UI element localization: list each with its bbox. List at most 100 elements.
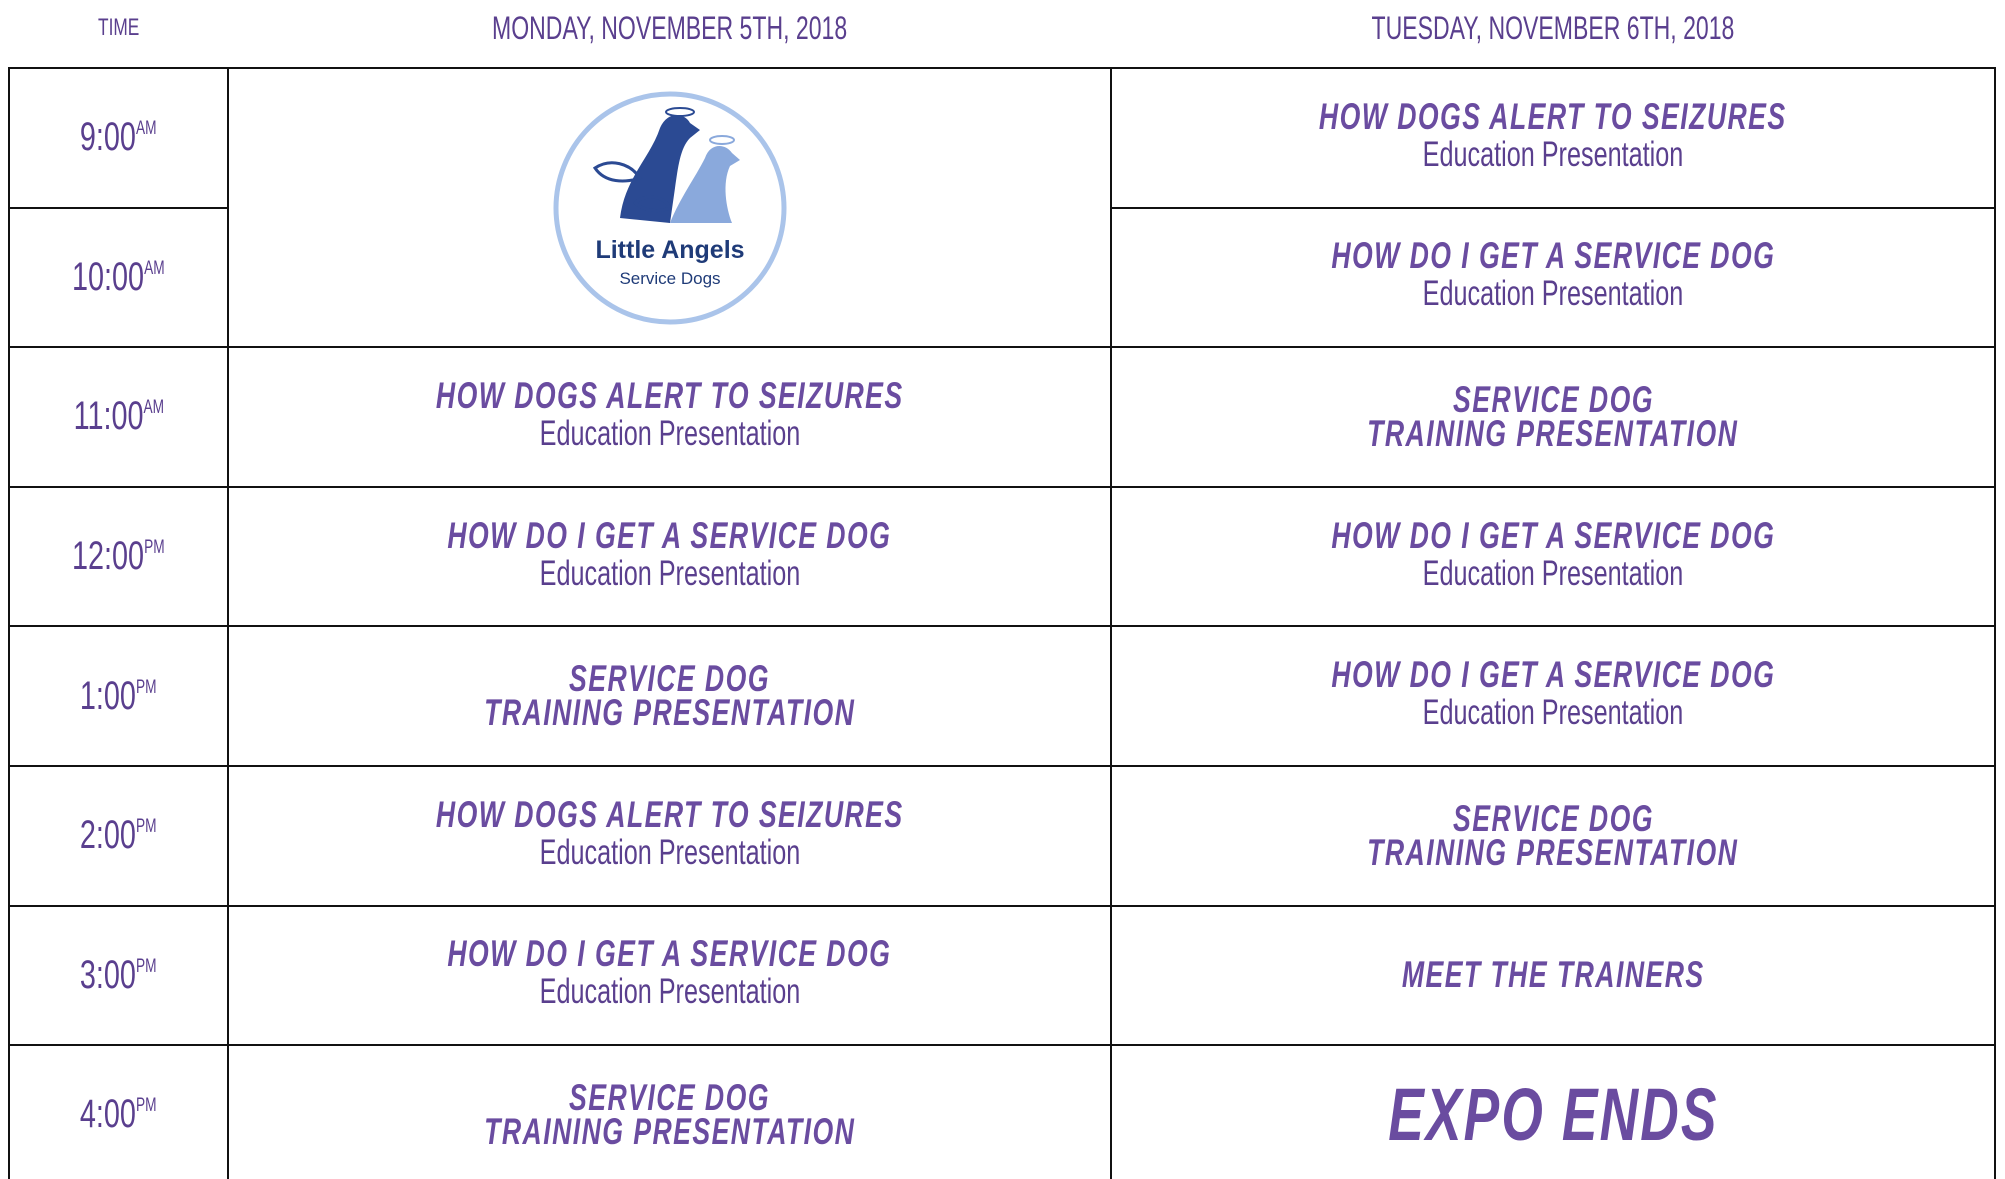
time-text: 9:00AM: [80, 115, 157, 160]
time-cell: 4:00PM: [8, 1044, 229, 1179]
time-cell: 9:00AM: [8, 67, 229, 209]
hour: 4:00: [80, 1092, 137, 1137]
text: HOW DO I GET A SERVICE DOG: [1331, 514, 1775, 556]
hour: 1:00: [80, 673, 137, 718]
period: AM: [136, 118, 157, 140]
event-subtitle: Education Presentation: [1372, 134, 1734, 176]
event-title: TRAINING PRESENTATION: [412, 692, 927, 734]
time: 3:00PM: [65, 953, 171, 998]
event-subtitle: Education Presentation: [1372, 553, 1734, 595]
time: 4:00PM: [65, 1092, 171, 1137]
hour: 2:00: [80, 813, 137, 858]
time: 11:00AM: [56, 394, 182, 439]
text: TRAINING PRESENTATION: [1367, 831, 1739, 873]
text: TUESDAY, NOVEMBER 6TH, 2018: [1371, 10, 1735, 46]
logo-cell: Little Angels Service Dogs: [227, 67, 1112, 348]
event-title: TRAINING PRESENTATION: [1295, 412, 1810, 454]
text: TRAINING PRESENTATION: [1367, 412, 1739, 454]
text: HOW DO I GET A SERVICE DOG: [1331, 235, 1775, 277]
event-cell: HOW DO I GET A SERVICE DOG Education Pres…: [227, 904, 1112, 1047]
event-subtitle: Education Presentation: [489, 413, 851, 455]
text: TIME: [97, 14, 140, 41]
hour: 3:00: [80, 952, 137, 997]
event-cell: SERVICE DOG TRAINING PRESENTATION: [227, 625, 1112, 767]
logo-tagline: Service Dogs: [619, 269, 720, 288]
text: HOW DOGS ALERT TO SEIZURES: [435, 374, 904, 416]
event-cell: MEET THE TRAINERS: [1110, 904, 1996, 1047]
event-subtitle: Education Presentation: [489, 971, 851, 1013]
event-cell: SERVICE DOG TRAINING PRESENTATION: [1110, 765, 1996, 907]
text: MEET THE TRAINERS: [1401, 954, 1705, 996]
event-subtitle: Education Presentation: [1372, 273, 1734, 315]
text: EXPO ENDS: [1387, 1072, 1719, 1156]
event-title: SERVICE DOG: [1414, 797, 1693, 839]
text: SERVICE DOG: [569, 658, 770, 700]
event-title: EXPO ENDS: [1324, 1072, 1783, 1156]
time-cell: 2:00PM: [8, 765, 229, 907]
time-text: 4:00PM: [80, 1092, 157, 1137]
time-text: 10:00AM: [72, 255, 165, 300]
event-title: HOW DO I GET A SERVICE DOG: [361, 514, 978, 556]
event-cell: HOW DOGS ALERT TO SEIZURES Education Pres…: [1110, 67, 1996, 209]
event-cell: HOW DOGS ALERT TO SEIZURES Education Pres…: [227, 765, 1112, 907]
hour: 10:00: [72, 254, 145, 299]
time: 9:00AM: [65, 115, 171, 160]
event-cell: SERVICE DOG TRAINING PRESENTATION: [1110, 346, 1996, 488]
event-title: SERVICE DOG: [530, 1076, 809, 1118]
text: Education Presentation: [539, 832, 800, 872]
logo-name: Little Angels: [595, 236, 744, 264]
time: 1:00PM: [65, 674, 171, 719]
time-cell: 1:00PM: [8, 625, 229, 767]
period: PM: [136, 676, 157, 698]
event-cell: HOW DO I GET A SERVICE DOG Education Pres…: [1110, 625, 1996, 767]
text: MONDAY, NOVEMBER 5TH, 2018: [491, 10, 848, 46]
text: HOW DO I GET A SERVICE DOG: [447, 933, 892, 975]
logo: Little Angels Service Dogs: [553, 91, 786, 324]
text: HOW DO I GET A SERVICE DOG: [447, 514, 892, 556]
hour: 9:00: [80, 115, 137, 160]
hour: 12:00: [72, 534, 145, 579]
period: PM: [136, 816, 157, 838]
event-title: HOW DOGS ALERT TO SEIZURES: [1228, 98, 1878, 135]
event-subtitle: Education Presentation: [489, 553, 851, 595]
event-title: HOW DOGS ALERT TO SEIZURES: [345, 374, 995, 416]
time-header: TIME: [9, 14, 228, 42]
time-text: 3:00PM: [80, 953, 157, 998]
event-title: HOW DO I GET A SERVICE DOG: [1245, 654, 1862, 696]
event-cell: HOW DOGS ALERT TO SEIZURES Education Pres…: [227, 346, 1112, 488]
time-cell: 10:00AM: [8, 206, 229, 349]
text: Education Presentation: [539, 413, 800, 453]
hour: 11:00: [73, 394, 144, 439]
text: SERVICE DOG: [1452, 378, 1654, 420]
text: TRAINING PRESENTATION: [483, 692, 856, 734]
event-title: SERVICE DOG: [1414, 378, 1693, 420]
period: PM: [136, 1095, 157, 1117]
event-cell: HOW DO I GET A SERVICE DOG Education Pres…: [1110, 206, 1996, 349]
text: Education Presentation: [539, 972, 800, 1012]
time-text: 1:00PM: [80, 674, 157, 719]
event-title: HOW DO I GET A SERVICE DOG: [1245, 514, 1862, 556]
time-text: 12:00PM: [72, 534, 165, 579]
time: 12:00PM: [54, 534, 183, 579]
time-text: 11:00AM: [73, 394, 163, 439]
time-cell: 11:00AM: [8, 346, 229, 488]
time-cell: 12:00PM: [8, 485, 229, 628]
text: TRAINING PRESENTATION: [483, 1110, 856, 1152]
text: SERVICE DOG: [569, 1076, 770, 1118]
time-text: 2:00PM: [80, 813, 157, 858]
text: Education Presentation: [1422, 274, 1684, 314]
text: HOW DO I GET A SERVICE DOG: [1331, 654, 1775, 696]
event-cell: EXPO ENDS: [1110, 1044, 1996, 1179]
event-title: SERVICE DOG: [530, 658, 809, 700]
period: PM: [136, 955, 157, 977]
day-header: TUESDAY, NOVEMBER 6TH, 2018: [1111, 10, 1995, 47]
period: AM: [144, 257, 165, 279]
event-cell: HOW DO I GET A SERVICE DOG Education Pres…: [1110, 485, 1996, 628]
text: Education Presentation: [1422, 693, 1684, 733]
period: PM: [144, 537, 165, 559]
text: SERVICE DOG: [1452, 797, 1654, 839]
event-subtitle: Education Presentation: [489, 832, 851, 874]
event-title: HOW DO I GET A SERVICE DOG: [361, 933, 978, 975]
event-title: HOW DOGS ALERT TO SEIZURES: [345, 796, 995, 833]
